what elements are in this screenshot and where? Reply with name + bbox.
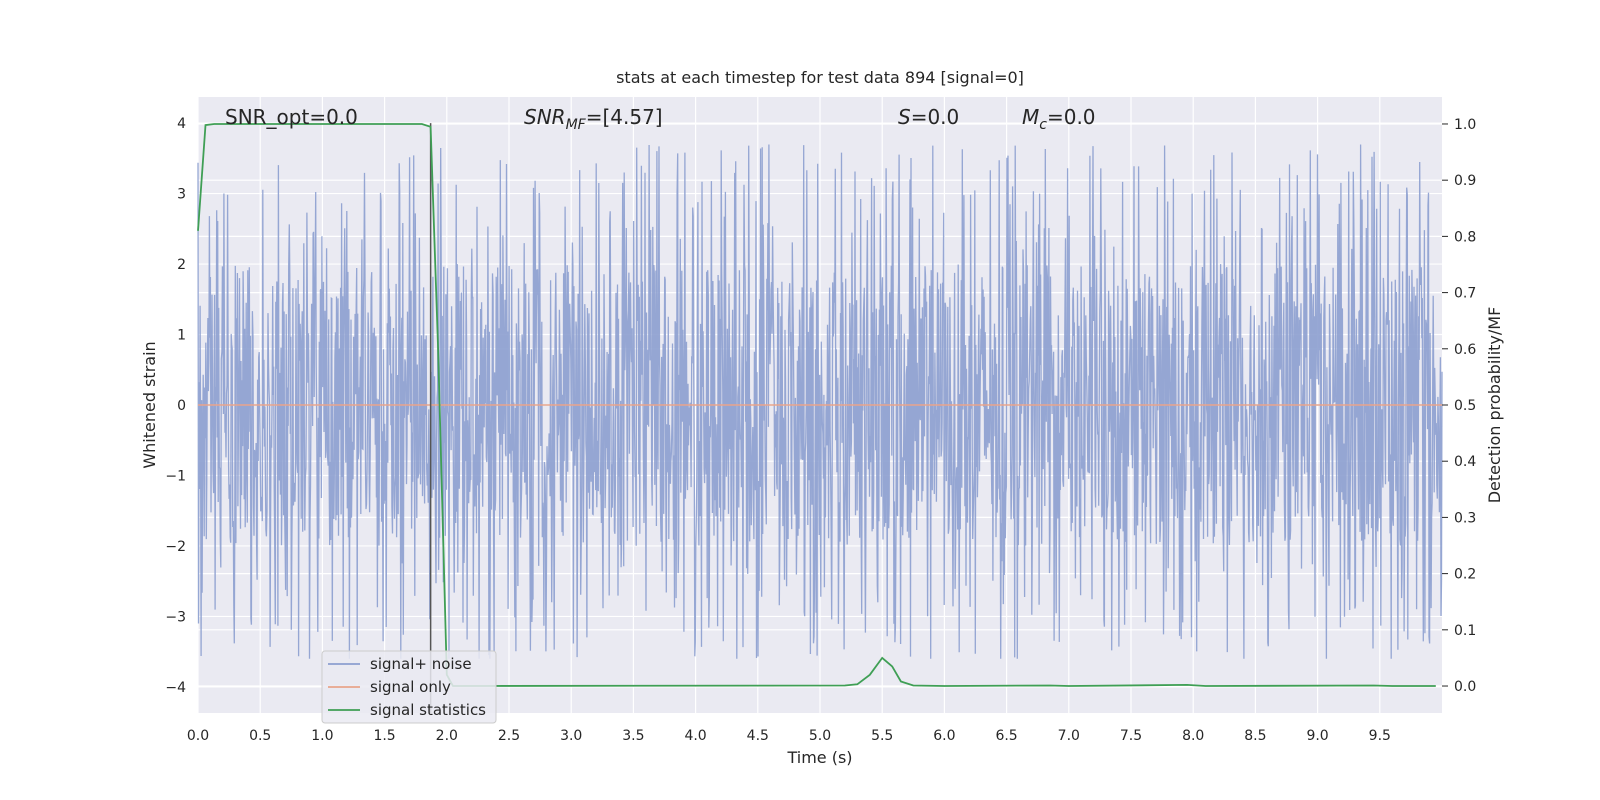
y-right-tick-label: 0.6 [1454,342,1476,358]
signal-noise-line [197,144,1443,659]
signal-statistics-line [197,123,1436,687]
x-tick-label: 2.5 [498,728,520,744]
snr-mf-annotation: SNRMF=[4.57] [524,105,663,133]
x-tick-label: 8.5 [1244,728,1266,744]
x-tick-label: 2.0 [436,728,458,744]
snr-mf-name: SNR [524,105,566,129]
x-tick-label: 1.5 [373,728,395,744]
x-axis-label: Time (s) [786,748,852,767]
y-right-tick-label: 0.9 [1454,173,1476,189]
snr-mf-value: =[4.57] [586,105,663,129]
annotations: SNR_opt=0.0 SNRMF=[4.57] S=0.0 Mc=0.0 [225,105,1096,133]
y-tick-label: 0 [177,398,186,414]
legend: signal+ noise signal only signal statist… [321,650,497,724]
y-right-tick-label: 0.2 [1454,567,1476,583]
y-right-tick-label: 0.7 [1454,286,1476,302]
x-tick-labels: 0.0 0.5 1.0 1.5 2.0 2.5 3.0 3.5 4.0 4.5 5.0 5.5 6.0 6… [187,728,1391,744]
y-right-tick-label: 0.5 [1454,398,1476,414]
legend-label-signal-noise: signal+ noise [370,655,472,673]
y-right-tick-labels: 1.0 0.9 0.8 0.7 0.6 0.5 0.4 0.3 0.2 0.1 0.0 [1442,117,1476,695]
mc-subscript: c [1039,117,1047,133]
x-tick-label: 4.0 [684,728,706,744]
x-tick-label: 3.0 [560,728,582,744]
y-tick-label: 2 [177,257,186,273]
y-axis-label: Whitened strain [140,341,159,468]
s-annotation: S=0.0 [898,105,959,129]
x-tick-label: 5.0 [809,728,831,744]
x-tick-label: 9.5 [1369,728,1391,744]
y-tick-label: −1 [165,468,186,484]
x-tick-label: 6.5 [995,728,1017,744]
x-tick-label: 1.0 [311,728,333,744]
snr-opt-annotation: SNR_opt=0.0 [225,105,358,129]
y-right-tick-label: 0.0 [1454,679,1476,695]
y-right-tick-label: 1.0 [1454,117,1476,133]
legend-box [321,650,497,724]
snr-mf-subscript: MF [566,117,587,133]
y-tick-label: −3 [165,609,186,625]
y-right-axis-label: Detection probability/MF [1485,307,1504,504]
x-tick-label: 5.5 [871,728,893,744]
x-tick-label: 9.0 [1306,728,1328,744]
legend-label-signal-only: signal only [370,678,451,696]
s-name: S [898,105,911,129]
y-tick-label: −4 [165,680,186,696]
s-value: =0.0 [911,105,960,129]
x-tick-label: 0.5 [249,728,271,744]
y-tick-label: 4 [177,116,186,132]
x-tick-label: 7.5 [1120,728,1142,744]
signal-statistics-series [197,123,1436,687]
legend-label-signal-statistics: signal statistics [370,701,486,719]
x-tick-label: 6.0 [933,728,955,744]
y-tick-label: −2 [165,539,186,555]
x-tick-label: 8.0 [1182,728,1204,744]
mc-annotation: Mc=0.0 [1022,105,1096,133]
x-tick-label: 0.0 [187,728,209,744]
x-tick-label: 4.5 [747,728,769,744]
x-tick-label: 7.0 [1058,728,1080,744]
y-tick-labels: 4 3 2 1 0 −1 −2 −3 −4 [165,116,186,696]
y-right-tick-label: 0.8 [1454,229,1476,245]
signal-noise-series [197,144,1443,659]
x-tick-label: 3.5 [622,728,644,744]
y-right-tick-label: 0.1 [1454,623,1476,639]
mc-name: M [1022,105,1039,129]
y-right-tick-label: 0.4 [1454,454,1476,470]
mc-value: =0.0 [1047,105,1096,129]
y-tick-label: 3 [177,187,186,203]
y-right-tick-label: 0.3 [1454,510,1476,526]
y-tick-label: 1 [177,328,186,344]
chart-title: stats at each timestep for test data 894… [616,68,1024,87]
